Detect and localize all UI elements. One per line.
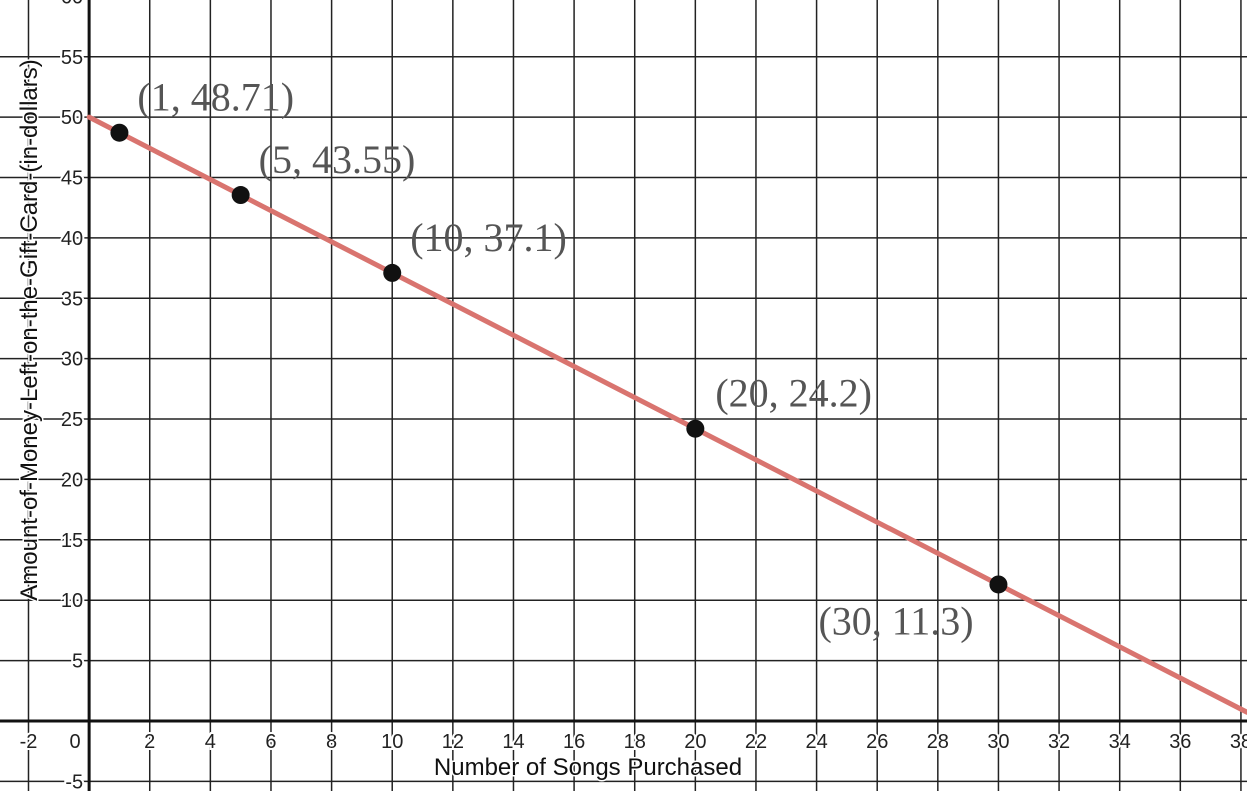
data-point	[686, 419, 705, 438]
point-label: (20, 24.2)	[715, 371, 872, 416]
data-point	[989, 575, 1008, 594]
y-tick-label: -5	[65, 771, 83, 791]
x-tick-label: 30	[987, 731, 1009, 753]
x-tick-label: 16	[563, 731, 585, 753]
y-tick-label: 15	[61, 530, 83, 552]
x-tick-label: 28	[927, 731, 949, 753]
y-tick-label: 5	[72, 651, 83, 673]
tick-labels: -2 0 2 4 6 8 10 12 14 16 18 20 22 24 26 28 30 32 34 36 38-55…	[18, 0, 1247, 791]
x-tick-label: 12	[442, 731, 464, 753]
point-label: (30, 11.3)	[818, 598, 973, 643]
x-tick-label: 10	[381, 731, 403, 753]
x-tick-label: 26	[866, 731, 888, 753]
data-point	[383, 263, 402, 282]
x-tick-label: 8	[326, 731, 337, 753]
x-tick-label: 34	[1109, 731, 1131, 753]
y-tick-label: 35	[61, 288, 83, 310]
point-label: (1, 48.71)	[137, 75, 294, 120]
x-tick-label: 24	[805, 731, 827, 753]
y-axis-label: Amount-of-Money-Left-on-the-Gift-Card-(i…	[16, 59, 43, 601]
y-tick-label: 55	[61, 47, 83, 69]
x-tick-label: 6	[265, 731, 276, 753]
x-axis-label: Number of Songs Purchased	[434, 754, 742, 781]
y-tick-label: 60	[61, 0, 83, 8]
y-tick-label: 30	[61, 349, 83, 371]
trend-line	[86, 114, 1247, 715]
x-tick-label: 14	[502, 731, 524, 753]
y-tick-label: 40	[61, 228, 83, 250]
x-tick-label: -2	[20, 731, 38, 753]
x-tick-label: 22	[745, 731, 767, 753]
x-tick-label: 32	[1048, 731, 1070, 753]
x-tick-label: 0	[70, 731, 81, 753]
x-tick-label: 2	[144, 731, 155, 753]
y-tick-label: 20	[61, 469, 83, 491]
point-label: (10, 37.1)	[410, 215, 567, 260]
data-point	[231, 186, 250, 205]
x-tick-label: 18	[624, 731, 646, 753]
data-point	[110, 123, 129, 142]
series: (1, 48.71) (5, 43.55) (10, 37.1) (20, 24.2)…	[86, 75, 1247, 715]
y-tick-label: 45	[61, 168, 83, 190]
x-tick-label: 4	[205, 731, 216, 753]
y-tick-label: 25	[61, 409, 83, 431]
x-tick-label: 20	[684, 731, 706, 753]
x-tick-label: 36	[1169, 731, 1191, 753]
y-tick-label: 50	[61, 107, 83, 129]
x-tick-label: 38	[1230, 731, 1247, 753]
point-label: (5, 43.55)	[259, 137, 416, 182]
y-tick-label: 10	[61, 590, 83, 612]
